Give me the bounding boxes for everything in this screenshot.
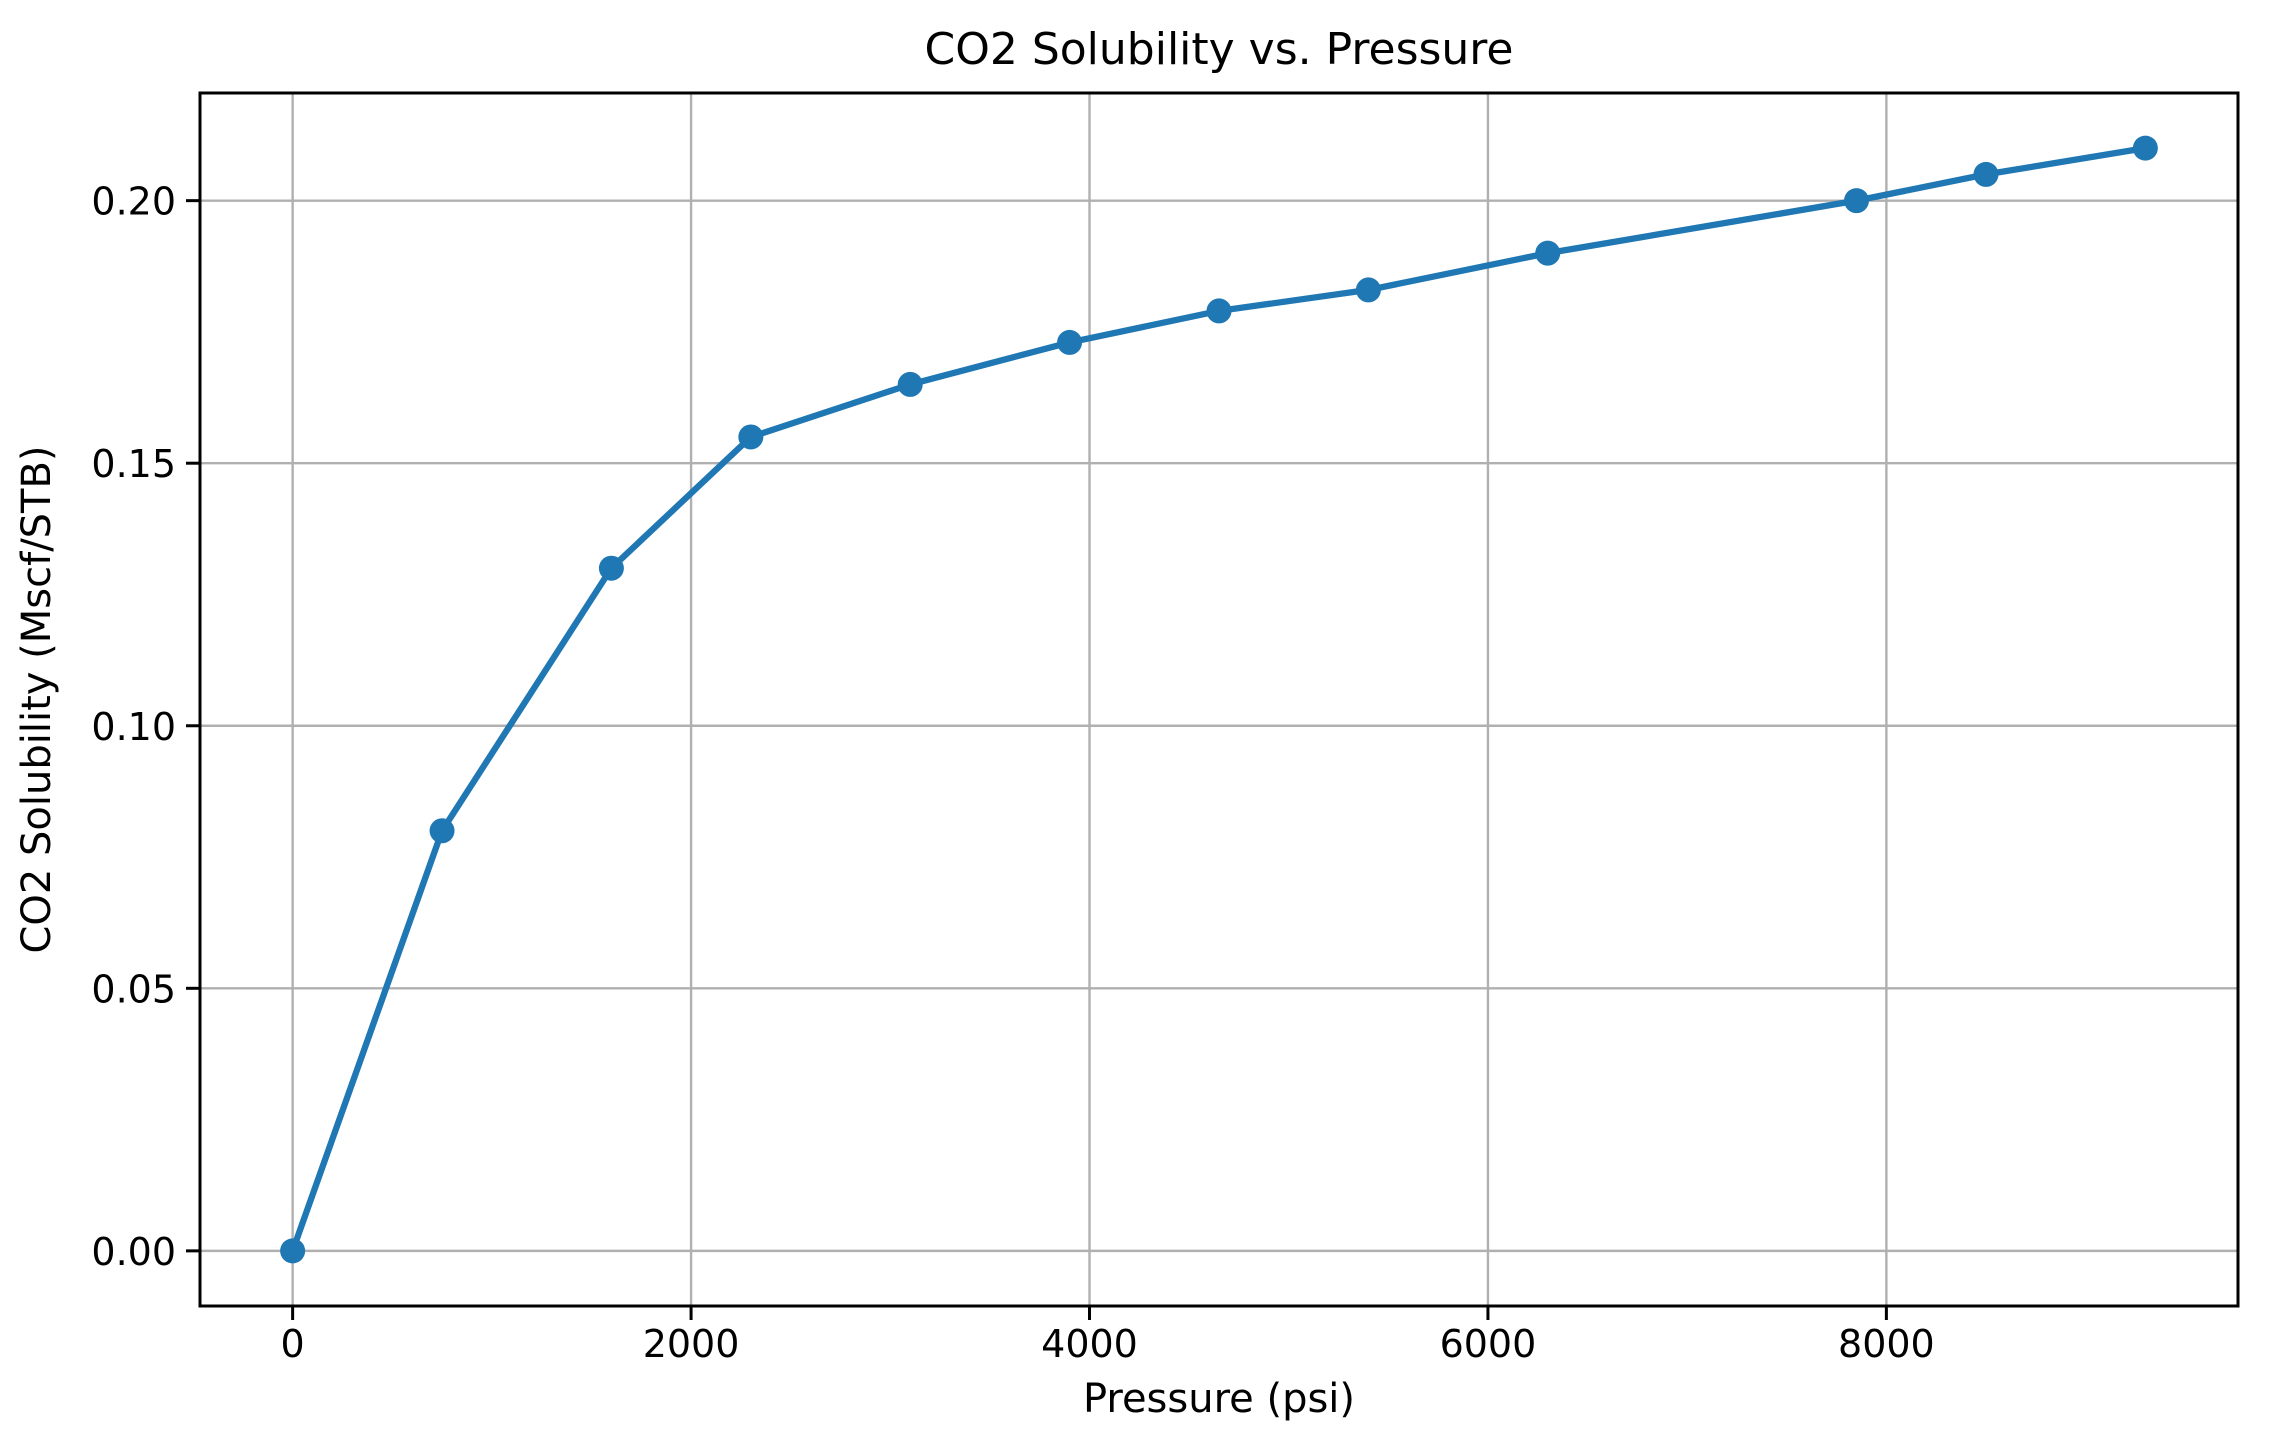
y-tick-label: 0.15 [91,442,176,486]
x-tick-label: 6000 [1440,1322,1537,1366]
data-point-marker [738,424,764,450]
gridlines [200,93,2238,1306]
data-point-marker [897,371,923,397]
data-point-marker [598,555,624,581]
data-point-marker [1206,298,1232,324]
y-tick-label: 0.20 [91,180,176,224]
x-tick-label: 4000 [1041,1322,1138,1366]
data-point-marker [1843,188,1869,214]
plot-area [200,93,2238,1306]
x-tick-label: 2000 [643,1322,740,1366]
series-line [289,144,2149,1255]
data-point-marker [1535,240,1561,266]
data-point-marker [1973,161,1999,187]
x-tick-label: 8000 [1838,1322,1935,1366]
x-tick-label: 0 [281,1322,305,1366]
data-point-marker [1057,329,1083,355]
chart-text: CO2 Solubility vs. Pressure Pressure (ps… [14,24,1514,1422]
plot-border [198,91,2240,1308]
data-point-marker [2132,135,2158,161]
y-tick-label: 0.00 [91,1230,176,1274]
chart-title: CO2 Solubility vs. Pressure [925,24,1514,75]
tick-labels: 0 2000 4000 6000 8000 0.00 0.05 0.10 0.15 0.20 [91,180,1934,1366]
data-point-marker [280,1238,306,1264]
x-axis-label: Pressure (psi) [1083,1376,1355,1422]
data-point-marker [429,818,455,844]
y-axis-label: CO2 Solubility (Mscf/STB) [14,445,60,953]
y-tick-label: 0.05 [91,967,176,1011]
y-tick-label: 0.10 [91,705,176,749]
axes [186,91,2240,1320]
data-point-marker [1355,277,1381,303]
data-series [280,135,2158,1264]
